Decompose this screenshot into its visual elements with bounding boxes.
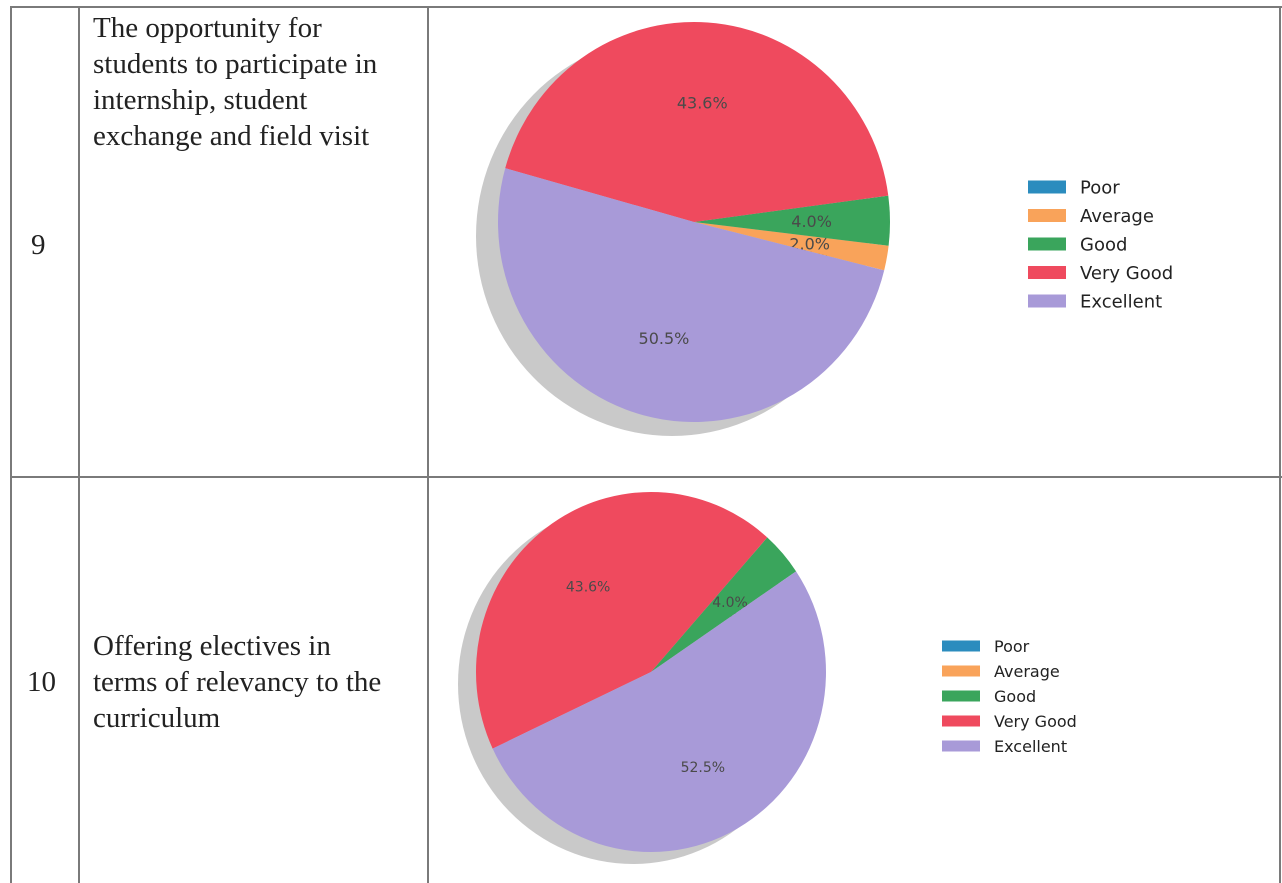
pie-slice-average <box>694 222 889 271</box>
table-row-divider <box>10 476 1282 478</box>
legend-label: Good <box>994 687 1036 706</box>
pie-percent-label: 43.6% <box>566 580 610 596</box>
pie-slice-very-good <box>475 492 768 749</box>
legend-label: Average <box>994 662 1060 681</box>
pie-percent-label: 43.6% <box>677 93 728 112</box>
legend-swatch <box>942 740 980 752</box>
pie-slice-very-good <box>505 22 889 223</box>
pie-percent-label: 50.5% <box>639 329 690 348</box>
row-description: Offering electives in terms of relevancy… <box>93 630 382 734</box>
pie-percent-label: 4.0% <box>791 212 832 231</box>
legend-swatch <box>1028 209 1066 222</box>
row-number: 9 <box>31 229 46 261</box>
table-column-divider <box>427 6 429 883</box>
table-border-top <box>10 6 1282 8</box>
legend-swatch <box>942 640 980 652</box>
legend-swatch <box>942 690 980 702</box>
legend-swatch <box>942 665 980 677</box>
legend-label: Excellent <box>1080 291 1162 312</box>
legend-label: Average <box>1080 206 1154 227</box>
pie-slice-good <box>694 195 890 246</box>
legend-swatch <box>1028 180 1066 194</box>
legend-label: Poor <box>994 637 1030 656</box>
legend-label: Poor <box>1080 177 1120 198</box>
legend-swatch <box>1028 294 1066 308</box>
legend-swatch <box>1028 266 1066 279</box>
row-description: The opportunity for students to particip… <box>93 12 378 152</box>
pie-chart: 0.0%2.0%4.0%43.6%50.5%PoorAverageGoodVer… <box>476 22 1173 436</box>
legend-label: Good <box>1080 234 1127 255</box>
pie-slice-good <box>651 537 797 672</box>
legend-swatch <box>942 715 980 727</box>
pie-slice-excellent <box>492 571 826 853</box>
pie-chart: 0.0%0.0%4.0%43.6%52.5%PoorAverageGoodVer… <box>458 492 1077 864</box>
legend-swatch <box>1028 237 1066 251</box>
table-border-right <box>1279 6 1281 883</box>
row-number: 10 <box>27 666 56 698</box>
table-column-divider <box>78 6 80 883</box>
pie-percent-label: 52.5% <box>681 760 725 776</box>
table-border-left <box>10 6 12 883</box>
pie-percent-label: 4.0% <box>712 595 748 611</box>
legend-label: Very Good <box>994 712 1077 731</box>
legend-label: Very Good <box>1080 263 1173 284</box>
pie-slice-excellent <box>497 168 885 423</box>
legend-label: Excellent <box>994 737 1067 756</box>
